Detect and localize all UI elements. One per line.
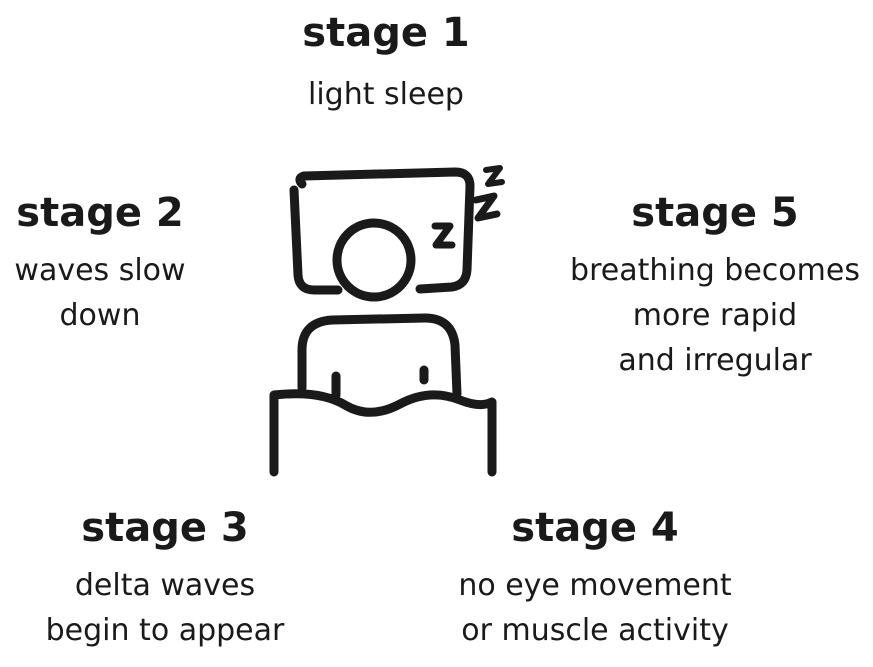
stage-2-description: waves slow down <box>0 248 210 338</box>
stage-2-description-line: waves slow <box>14 253 186 288</box>
stage-1-description-line: light sleep <box>308 77 464 112</box>
blanket-icon <box>269 389 497 477</box>
stage-4-title: stage 4 <box>511 505 679 551</box>
stage-3-description: delta waves begin to appear <box>20 563 310 653</box>
stage-3-label: stage 3 delta waves begin to appear <box>20 505 310 653</box>
stage-5-description-line: breathing becomes <box>570 253 860 288</box>
stage-1-description: light sleep <box>236 72 536 117</box>
stage-5-label: stage 5 breathing becomes more rapid and… <box>545 190 873 383</box>
stage-2-title: stage 2 <box>16 190 184 236</box>
stage-3-description-line: delta waves <box>74 568 256 603</box>
stage-5-title: stage 5 <box>631 190 799 236</box>
body-icon <box>297 313 462 399</box>
stage-4-description: no eye movement or muscle activity <box>430 563 760 653</box>
stage-4-label: stage 4 no eye movement or muscle activi… <box>430 505 760 653</box>
sleep-z-icon <box>472 192 501 222</box>
head-icon <box>332 218 416 302</box>
pillow-icon <box>289 167 475 295</box>
stage-5-description-line: more rapid <box>632 298 798 333</box>
stage-5-description-line: and irregular <box>618 343 812 378</box>
stage-5-description: breathing becomes more rapid and irregul… <box>545 248 873 383</box>
sleep-z-icon <box>483 165 505 187</box>
stage-1-title: stage 1 <box>302 10 470 56</box>
stage-3-description-line: begin to appear <box>45 613 285 648</box>
stage-2-description-line: down <box>59 298 141 333</box>
stage-4-description-line: or muscle activity <box>461 613 729 648</box>
stage-3-title: stage 3 <box>81 505 249 551</box>
stage-4-description-line: no eye movement <box>458 568 732 603</box>
sleep-z-icon <box>431 222 456 249</box>
stage-2-label: stage 2 waves slow down <box>0 190 210 338</box>
stage-1-label: stage 1 light sleep <box>236 10 536 117</box>
